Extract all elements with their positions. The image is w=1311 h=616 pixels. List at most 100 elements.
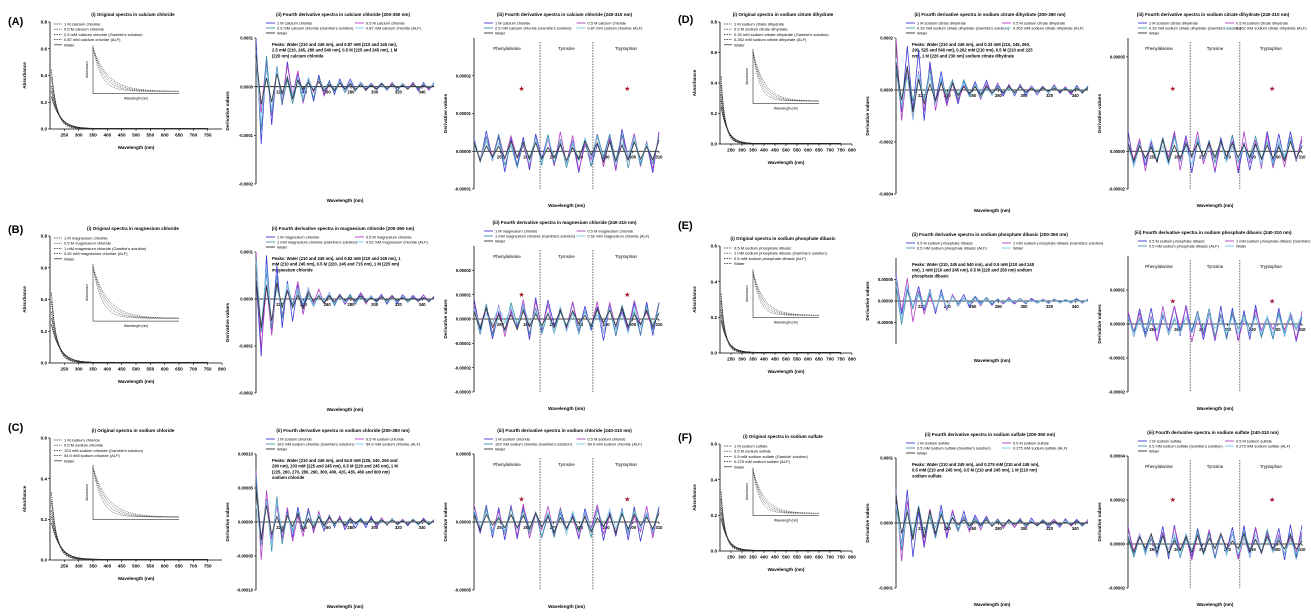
x-tick-label: 340: [419, 302, 427, 307]
x-tick-label: 500: [132, 367, 140, 372]
legend-label: 0.5 M sodium citrate dihydrate: [1013, 21, 1065, 26]
inset-series-line: [92, 47, 179, 92]
chart-f-original-spectra: (i) Original spectra in sodium sulfate 0.…: [692, 434, 856, 572]
x-tick-label: 500: [132, 133, 140, 138]
y-tick-label: -0.0001: [239, 344, 254, 349]
series-line: [720, 94, 841, 144]
x-tick-label: 550: [793, 357, 801, 362]
region-label: Phenylalanine: [1145, 264, 1173, 269]
x-axis-label: Wavelength (nm): [118, 379, 155, 384]
series-line: [720, 84, 841, 144]
y-tick-label: 0.0001: [240, 250, 253, 255]
legend-label: 0.262 mM sodium citrate dihydrate (ALF): [734, 37, 807, 42]
chart-title: (iii) Fourth derivative spectra in sodiu…: [497, 428, 632, 433]
x-tick-label: 300: [1021, 304, 1029, 309]
series-line: [473, 139, 660, 164]
star-marker: ★: [518, 496, 524, 504]
x-tick-label: 400: [103, 367, 111, 372]
x-tick-label: 260: [1174, 327, 1182, 332]
chart-a-fourth-derivative-240-310: (iii) Fourth derivative spectra in calci…: [443, 12, 663, 208]
x-tick-label: 400: [103, 133, 111, 138]
x-tick-label: 800: [848, 357, 856, 362]
region-label: Phenylalanine: [1145, 464, 1173, 469]
x-tick-label: 260: [969, 304, 977, 309]
star-marker: ★: [624, 291, 630, 299]
x-tick-label: 600: [804, 148, 812, 153]
chart-b-original-spectra: (i) Original spectra in magnesium chlori…: [22, 226, 226, 384]
inset-y-label: Absorbance: [85, 484, 89, 501]
y-tick-label: -0.00010: [236, 588, 253, 593]
x-tick-label: 500: [782, 555, 790, 560]
chart-title: (iii) Fourth derivative spectra in calci…: [497, 12, 633, 17]
x-tick-label: 600: [161, 367, 169, 372]
chart-d-original-spectra: (i) Original spectra in sodium citrate d…: [692, 12, 856, 165]
chart-d-fourth-derivative-200-350: (ii) Fourth derivative spectra in sodium…: [865, 12, 1089, 213]
x-tick-label: 700: [189, 133, 197, 138]
peaks-annotation: sodium sulfate: [912, 473, 942, 478]
legend-label: 54.9 mM sodium chloride (ALF): [588, 442, 643, 447]
x-tick-label: 250: [727, 148, 735, 153]
x-tick-label: 310: [656, 525, 664, 530]
x-tick-label: 750: [204, 367, 212, 372]
peaks-annotation: magnesium chloride: [272, 267, 313, 272]
chart-title: (i) Original spectra in magnesium chlori…: [87, 226, 179, 231]
x-tick-label: 450: [771, 555, 779, 560]
y-tick-label: 0.0000: [880, 88, 893, 93]
y-tick-label: -0.00002: [1108, 390, 1125, 395]
x-tick-label: 300: [738, 357, 746, 362]
inset-series-line: [752, 51, 819, 102]
y-tick-label: 0.00000: [1110, 542, 1126, 547]
x-tick-label: 350: [89, 564, 97, 569]
legend-label: Water: [1236, 244, 1247, 249]
x-axis-label: Wavelength (nm): [1197, 203, 1234, 208]
x-tick-label: 350: [749, 148, 757, 153]
x-tick-label: 220: [918, 304, 926, 309]
x-tick-label: 340: [419, 525, 427, 530]
legend-label: 1 M magnesium chloride: [277, 235, 319, 240]
y-tick-label: 0.0: [41, 361, 48, 366]
y-tick-label: 0.00004: [1110, 454, 1126, 459]
peaks-annotation: Peaks: Water (210 and 245 nm), and 0.33 …: [912, 42, 1030, 47]
y-tick-label: 0.0: [41, 127, 48, 132]
y-tick-label: 0.00002: [456, 268, 472, 273]
legend-label: 0.5 M calcium chloride: [588, 21, 627, 26]
legend-label: 0.5 M sodium chloride: [366, 437, 404, 442]
y-tick-label: 0.00010: [238, 452, 254, 457]
series-line: [255, 278, 435, 328]
series-line: [51, 77, 208, 129]
legend-label: Water: [277, 245, 288, 250]
legend-label: 2.5 mM calcium chloride (Gamble's soluti…: [64, 32, 143, 37]
x-tick-label: 320: [1046, 526, 1054, 531]
legend-label: 1 M sodium chloride: [495, 437, 530, 442]
y-tick-label: 0.0: [711, 351, 718, 356]
region-label: Tyrosine: [1207, 264, 1224, 269]
x-tick-label: 300: [738, 555, 746, 560]
x-tick-label: 310: [1299, 327, 1307, 332]
x-tick-label: 310: [1299, 547, 1307, 552]
y-tick-label: -0.00005: [454, 588, 471, 593]
x-tick-label: 750: [837, 555, 845, 560]
legend-label: 0.5 M magnesium chloride: [588, 229, 634, 234]
x-tick-label: 300: [629, 525, 637, 530]
inset-series-line: [752, 271, 819, 316]
chart-e-fourth-derivative-200-350: (ii) Fourth derivative spectra in sodium…: [865, 232, 1104, 363]
x-tick-label: 280: [347, 90, 355, 95]
chart-a-original-spectra: (i) Original spectra in calcium chloride…: [22, 12, 222, 150]
legend-label: 0.87 mM calcium chloride (ALF): [588, 26, 644, 31]
chart-title: (ii) Fourth derivative spectra in sodium…: [276, 428, 410, 433]
chart-c-original-spectra: (i) Original spectra in sodium chloride 0…: [22, 428, 222, 581]
y-tick-label: 0.00000: [878, 299, 894, 304]
x-tick-label: 300: [1274, 327, 1282, 332]
x-tick-label: 310: [1299, 154, 1307, 159]
y-tick-label: 0.6: [41, 46, 48, 51]
legend-label: 0.262 mM sodium citrate dihydrate (ALF): [1236, 26, 1307, 31]
series-line: [720, 507, 841, 551]
chart-e-fourth-derivative-240-310: (iii) Fourth derivative spectra in sodiu…: [1097, 230, 1311, 411]
chart-b-fourth-derivative-200-350: (ii) Fourth derivative spectra in magnes…: [225, 226, 435, 412]
series-line: [255, 54, 435, 105]
legend-label: 0.275 mM sodium sulfate (ALF): [1013, 446, 1068, 451]
inset-y-label: Absorbance: [745, 285, 749, 302]
series-line: [895, 276, 1089, 321]
legend-label: 0.5 M magnesium chloride: [64, 241, 112, 246]
y-tick-label: 0.6: [711, 244, 718, 249]
